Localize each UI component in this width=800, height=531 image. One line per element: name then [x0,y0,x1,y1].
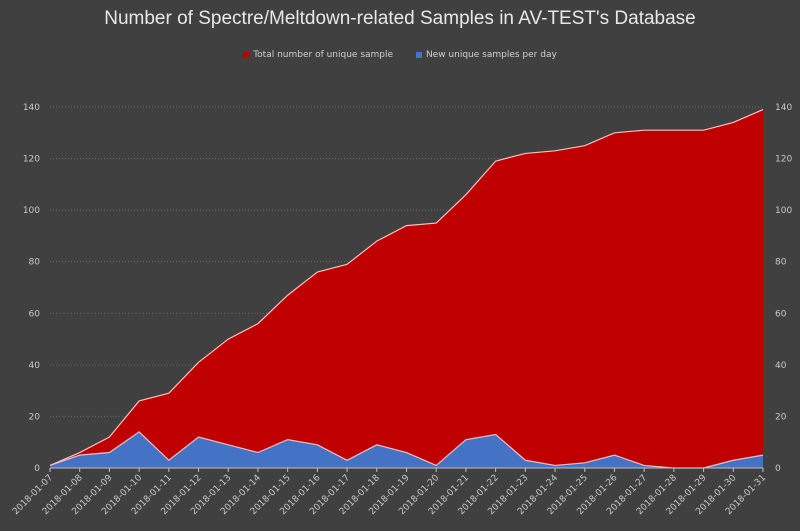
y-tick-label-left: 40 [29,361,41,371]
y-tick-label-left: 0 [34,464,40,474]
legend-label-total: Total number of unique sample [253,50,394,60]
legend-swatch-total [243,52,250,58]
y-tick-label-left: 60 [29,309,41,319]
y-tick-label-left: 120 [23,155,40,165]
y-tick-label-left: 20 [29,412,41,422]
y-tick-label-right: 100 [775,206,792,216]
y-tick-label-right: 140 [775,103,792,113]
y-tick-label-left: 100 [23,206,40,216]
legend-item-new: New unique samples per day [415,50,557,60]
legend-swatch-new [415,52,422,58]
chart-title: Number of Spectre/Meltdown-related Sampl… [104,8,696,29]
y-tick-label-right: 120 [775,155,792,165]
legend: Total number of unique sample New unique… [0,50,800,61]
area-new [50,431,763,468]
y-tick-label-left: 140 [23,103,40,113]
y-tick-label-left: 80 [29,258,41,268]
legend-label-new: New unique samples per day [425,50,557,60]
y-tick-label-right: 40 [775,361,787,371]
y-tick-label-right: 20 [775,412,787,422]
y-tick-label-right: 0 [775,464,781,474]
y-tick-label-right: 80 [775,258,787,268]
legend-item-total: Total number of unique sample [243,50,393,60]
y-tick-label-right: 60 [775,309,787,319]
area-total [50,109,763,468]
